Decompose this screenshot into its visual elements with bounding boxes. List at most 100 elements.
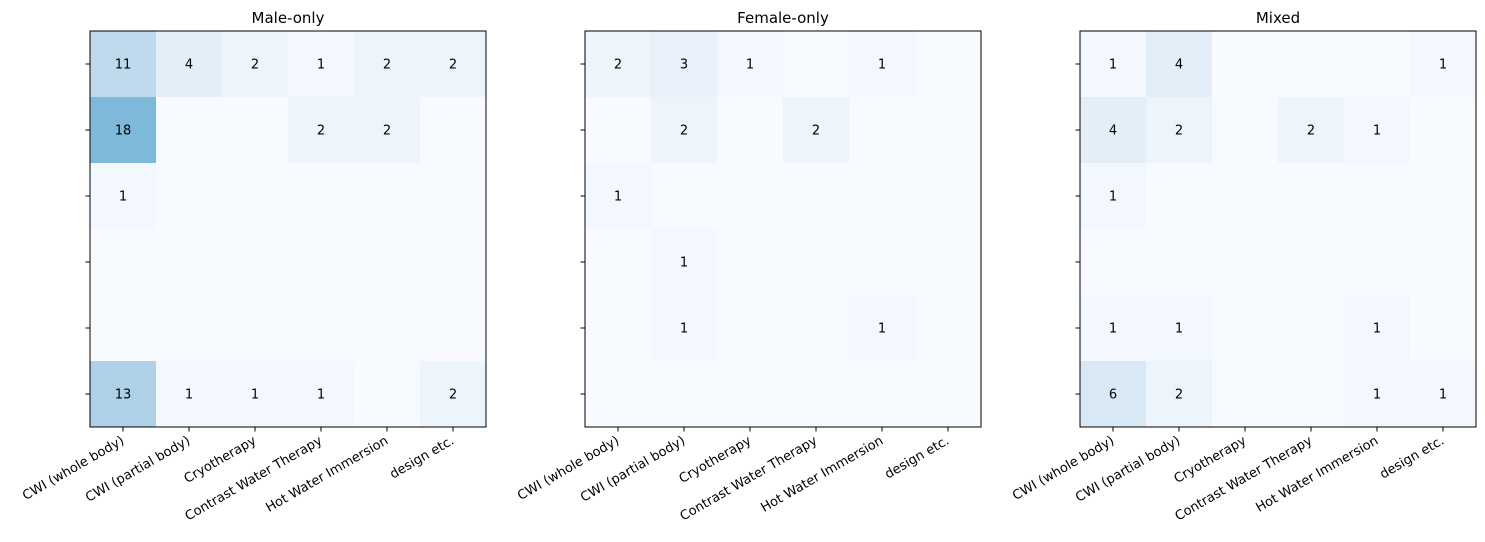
- cell-value-label: 1: [878, 58, 886, 73]
- heatmap-cell: [783, 163, 850, 230]
- heatmap-cell: [1212, 295, 1279, 362]
- heatmap-cell: [717, 163, 784, 230]
- cell-value-label: 1: [1109, 322, 1117, 337]
- cell-value-label: 1: [1439, 388, 1447, 403]
- heatmap-cell: [651, 295, 718, 362]
- heatmap-cell: [1344, 361, 1411, 428]
- heatmap-cell: [354, 229, 421, 296]
- heatmap-cell: [420, 163, 487, 230]
- heatmap-cell: [156, 163, 223, 230]
- heatmap-cell: [354, 163, 421, 230]
- heatmap-cell: [288, 97, 355, 164]
- cell-value-label: 1: [317, 58, 325, 73]
- heatmap-cell: [1146, 229, 1213, 296]
- heatmap-cell: [222, 295, 289, 362]
- cell-value-label: 2: [317, 124, 325, 139]
- heatmap-cell: [1410, 229, 1477, 296]
- cell-value-label: 1: [878, 322, 886, 337]
- cell-value-label: 1: [1175, 322, 1183, 337]
- heatmap-cell: [156, 295, 223, 362]
- heatmap-cell: [1278, 229, 1345, 296]
- cell-value-label: 2: [383, 58, 391, 73]
- panel-title: Mixed: [1256, 9, 1300, 27]
- heatmap-cell: [1344, 163, 1411, 230]
- cell-value-label: 2: [1175, 124, 1183, 139]
- cell-value-label: 1: [185, 388, 193, 403]
- cell-value-label: 2: [812, 124, 820, 139]
- axes-frame: [1079, 30, 1477, 428]
- cell-value-label: 1: [1373, 322, 1381, 337]
- heatmap-cell: [222, 163, 289, 230]
- panel-title: Male-only: [252, 9, 325, 27]
- heatmap-cell: [1080, 163, 1147, 230]
- heatmap-cell: [288, 295, 355, 362]
- cell-value-label: 2: [680, 124, 688, 139]
- heatmap-cell: [90, 163, 157, 230]
- heatmap-cell: [90, 361, 157, 428]
- heatmap-cell: [717, 97, 784, 164]
- heatmap-cell: [1410, 361, 1477, 428]
- cell-value-label: 4: [1175, 58, 1183, 73]
- heatmap-cell: [915, 229, 982, 296]
- heatmap-cell: [420, 361, 487, 428]
- heatmap-cell: [1080, 97, 1147, 164]
- heatmap-cell: [222, 97, 289, 164]
- heatmap-cell: [585, 163, 652, 230]
- heatmap-cell: [585, 97, 652, 164]
- heatmap-cell: [1146, 31, 1213, 98]
- heatmap-cell: [651, 163, 718, 230]
- heatmap-cell: [420, 31, 487, 98]
- cell-value-label: 4: [1109, 124, 1117, 139]
- cell-value-label: 1: [119, 190, 127, 205]
- heatmap-cell: [1212, 361, 1279, 428]
- heatmap-cell: [354, 97, 421, 164]
- heatmap-cell: [1146, 295, 1213, 362]
- heatmap-cell: [783, 31, 850, 98]
- cell-value-label: 2: [383, 124, 391, 139]
- heatmap-cell: [1212, 31, 1279, 98]
- heatmap-cell: [585, 31, 652, 98]
- heatmap-cell: [1344, 31, 1411, 98]
- heatmap-cell: [651, 31, 718, 98]
- heatmap-cell: [1278, 361, 1345, 428]
- heatmap-cell: [420, 97, 487, 164]
- heatmap-cell: [849, 361, 916, 428]
- heatmap-cell: [717, 295, 784, 362]
- cell-value-label: 11: [115, 58, 132, 73]
- cell-value-label: 1: [1373, 388, 1381, 403]
- panel-title: Female-only: [737, 9, 829, 27]
- cell-value-label: 2: [1307, 124, 1315, 139]
- heatmap-cell: [651, 361, 718, 428]
- heatmap-cell: [288, 31, 355, 98]
- heatmap-cell: [717, 31, 784, 98]
- heatmap-cell: [156, 361, 223, 428]
- heatmap-cell: [90, 31, 157, 98]
- heatmap-cell: [915, 97, 982, 164]
- cell-value-label: 1: [680, 322, 688, 337]
- heatmap-cell: [585, 229, 652, 296]
- cell-value-label: 1: [1109, 190, 1117, 205]
- heatmap-cell: [717, 229, 784, 296]
- heatmap-cell: [915, 295, 982, 362]
- heatmap-cell: [717, 361, 784, 428]
- heatmap-cell: [1410, 31, 1477, 98]
- heatmap-cell: [1410, 295, 1477, 362]
- heatmap-cell: [1344, 295, 1411, 362]
- cell-value-label: 2: [449, 388, 457, 403]
- heatmap-cell: [1146, 163, 1213, 230]
- heatmap-cell: [849, 295, 916, 362]
- axes-frame: [584, 30, 982, 428]
- cell-value-label: 2: [1175, 388, 1183, 403]
- x-tick-label: Hot Water Immersion: [1253, 433, 1381, 515]
- heatmap-cell: [1212, 97, 1279, 164]
- heatmap-cell: [288, 361, 355, 428]
- heatmap-cell: [222, 361, 289, 428]
- heatmap-cell: [420, 295, 487, 362]
- heatmap-cell: [1344, 97, 1411, 164]
- cell-value-label: 18: [115, 124, 132, 139]
- heatmap-cell: [90, 229, 157, 296]
- heatmap-cell: [354, 361, 421, 428]
- heatmap-cell: [1080, 31, 1147, 98]
